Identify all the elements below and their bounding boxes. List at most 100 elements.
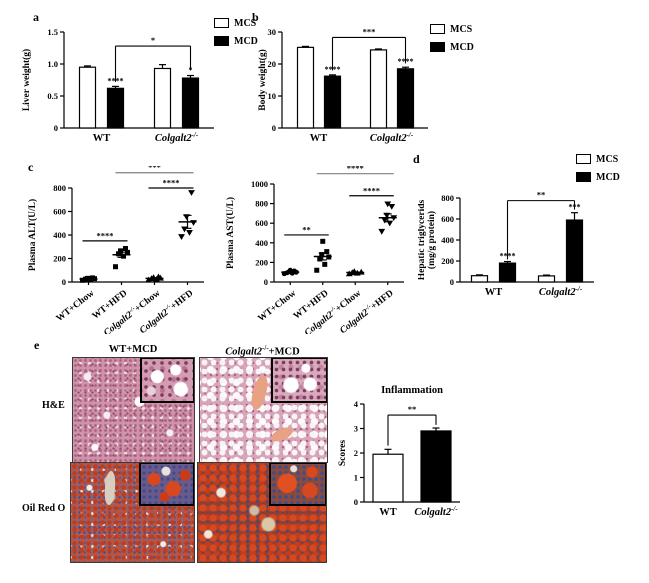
svg-text:Colgalt2-/-: Colgalt2-/- [370, 132, 414, 144]
vessel-shape [104, 470, 117, 505]
svg-text:200: 200 [53, 254, 66, 264]
svg-text:WT: WT [310, 133, 328, 144]
svg-text:****: **** [363, 185, 380, 195]
hepatic-triglycerides-chart: 0 200 400 600 800 Hepatic triglycerids (mg/g p… [417, 148, 608, 305]
oil-red-o-inset-wt-mcd [139, 463, 194, 506]
svg-text:1.0: 1.0 [47, 59, 58, 69]
svg-text:2: 2 [354, 448, 358, 458]
row-label-he: H&E [42, 400, 65, 411]
he-inset-colgalt2-mcd [270, 358, 327, 403]
svg-text:WT: WT [379, 507, 397, 518]
svg-text:0.5: 0.5 [47, 91, 58, 101]
svg-text:800: 800 [441, 193, 454, 203]
he-image-wt-mcd [72, 357, 195, 463]
svg-text:Colgalt2-/-: Colgalt2-/- [414, 506, 458, 518]
svg-text:600: 600 [441, 214, 454, 224]
svg-text:1: 1 [354, 473, 358, 483]
plasma-ast-chart: 0 200 400 600 800 1000 Plasma AST(U/L) WT+Chow W… [224, 163, 424, 339]
body-weight-chart: 0 10 20 30 Body weight(g) **** WT **** Colgalt2-… [256, 6, 446, 161]
svg-text:**: ** [408, 404, 417, 414]
he-image-colgalt2-mcd [199, 357, 328, 463]
mcs-swatch [430, 24, 445, 34]
svg-text:0: 0 [450, 277, 454, 287]
legend-mcd-label: MCD [596, 171, 620, 183]
svg-text:****: **** [347, 166, 364, 173]
svg-text:*: * [151, 35, 155, 45]
svg-text:(mg/g protein): (mg/g protein) [426, 211, 437, 269]
svg-text:Colgalt2-/-+HFD: Colgalt2-/-+HFD [137, 287, 195, 334]
he-inset-wt-mcd [140, 358, 194, 403]
svg-text:0: 0 [54, 123, 58, 133]
column-title-colgalt2-mcd: Colgalt2-/-+MCD [225, 344, 300, 358]
svg-text:WT: WT [485, 287, 503, 298]
svg-text:400: 400 [255, 238, 268, 248]
column-title-wt-mcd: WT+MCD [108, 344, 158, 355]
inflammation-score-chart: 0 1 2 3 4 Scores Inflammation WT Colgalt2-/- ** [336, 378, 468, 535]
svg-text:Scores: Scores [338, 440, 348, 467]
svg-text:Colgalt2-/-: Colgalt2-/- [539, 286, 583, 298]
svg-text:**: ** [537, 190, 546, 200]
svg-text:20: 20 [268, 59, 277, 69]
row-label-oil-red-o: Oil Red O [22, 503, 66, 514]
svg-text:Colgalt2-/-+HFD: Colgalt2-/-+HFD [337, 287, 395, 334]
svg-text:***: *** [363, 26, 376, 36]
legend-mcd-label: MCD [450, 41, 474, 53]
svg-text:Colgalt2-/-: Colgalt2-/- [155, 132, 199, 144]
mcs-swatch [214, 18, 229, 28]
svg-text:WT+Chow: WT+Chow [55, 288, 97, 324]
svg-text:Body weight(g): Body weight(g) [257, 49, 268, 111]
svg-text:0: 0 [272, 123, 276, 133]
svg-text:4: 4 [354, 399, 359, 409]
svg-text:Liver weight(g): Liver weight(g) [21, 49, 32, 111]
svg-text:Plasma ALT(U/L): Plasma ALT(U/L) [27, 199, 38, 271]
vessel-shape [269, 424, 295, 445]
panel-label-d: d [413, 152, 420, 166]
svg-text:WT: WT [93, 133, 111, 144]
svg-text:WT+Chow: WT+Chow [256, 288, 298, 324]
mcd-swatch [576, 172, 591, 182]
legend-mcs-label: MCS [234, 17, 257, 29]
oil-red-o-image-wt-mcd [70, 462, 195, 563]
svg-text:800: 800 [53, 183, 66, 193]
svg-text:800: 800 [255, 199, 268, 209]
mcs-swatch [576, 154, 591, 164]
svg-text:0: 0 [62, 277, 66, 287]
svg-text:600: 600 [255, 218, 268, 228]
svg-text:1000: 1000 [251, 179, 268, 189]
svg-text:30: 30 [268, 27, 277, 37]
svg-text:400: 400 [441, 235, 454, 245]
legend-mcs-label: MCS [596, 153, 619, 165]
svg-text:Hepatic triglycerids: Hepatic triglycerids [418, 199, 427, 280]
panel-label-c: c [28, 160, 34, 174]
svg-text:****: **** [97, 230, 114, 240]
svg-text:3: 3 [354, 424, 358, 434]
svg-text:**: ** [302, 224, 311, 234]
svg-text:****: **** [163, 178, 180, 188]
panel-label-a: a [33, 10, 39, 24]
svg-text:0: 0 [354, 497, 358, 507]
svg-text:***: *** [148, 166, 161, 172]
panel-label-e: e [34, 338, 40, 352]
legend-panel-a: MCS MCD [214, 14, 258, 50]
legend-panel-d: MCS MCD [576, 150, 620, 186]
plasma-alt-chart: 0 200 400 600 800 Plasma ALT(U/L) WT+Chow WT+HF… [26, 162, 224, 339]
mcd-swatch [214, 36, 229, 46]
svg-text:200: 200 [441, 256, 454, 266]
oil-red-o-inset-colgalt2-mcd [269, 463, 326, 506]
svg-text:10: 10 [268, 91, 277, 101]
svg-text:600: 600 [53, 207, 66, 217]
mcd-swatch [430, 42, 445, 52]
legend-mcd-label: MCD [234, 35, 258, 47]
svg-text:Plasma AST(U/L): Plasma AST(U/L) [225, 197, 236, 269]
svg-text:1.5: 1.5 [47, 27, 58, 37]
legend-panel-b: MCS MCD [430, 20, 474, 56]
legend-mcs-label: MCS [450, 23, 473, 35]
svg-text:400: 400 [53, 230, 66, 240]
svg-text:0: 0 [264, 277, 268, 287]
svg-text:Inflammation: Inflammation [381, 385, 443, 396]
oil-red-o-image-colgalt2-mcd [197, 462, 327, 563]
vessel-shape [249, 373, 271, 411]
svg-text:200: 200 [255, 257, 268, 267]
